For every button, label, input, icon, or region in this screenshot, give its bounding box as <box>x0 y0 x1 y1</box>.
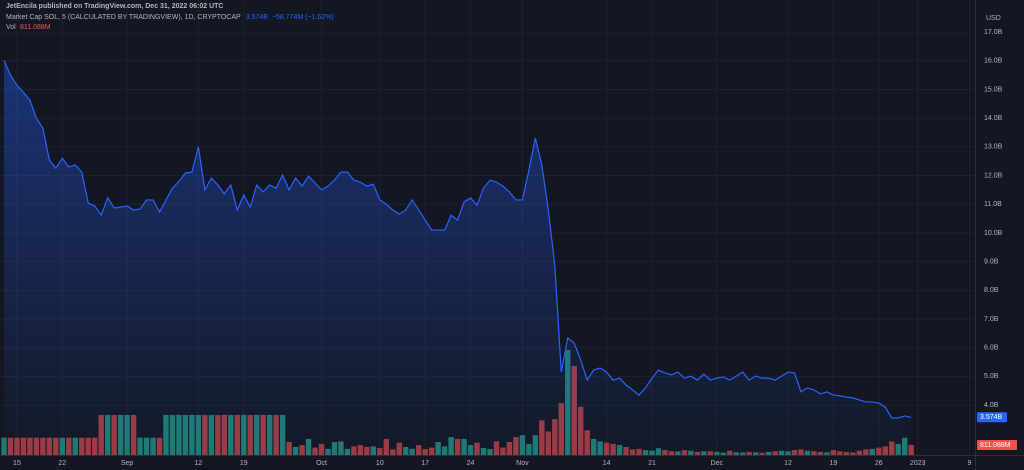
x-tick-label: Oct <box>316 460 327 467</box>
y-tick-label: 7.0B <box>984 316 999 323</box>
y-tick-label: 11.0B <box>984 201 1002 208</box>
y-tick-label: 16.0B <box>984 58 1003 65</box>
x-tick-label: 12 <box>194 460 202 467</box>
last-price-box <box>977 412 1007 423</box>
x-tick-label: 19 <box>240 460 248 467</box>
y-tick-label: 17.0B <box>984 29 1003 36</box>
y-tick-label: 14.0B <box>984 115 1003 122</box>
y-unit: USD <box>986 15 1001 22</box>
price-area <box>4 60 912 456</box>
x-tick-label: 17 <box>421 460 429 467</box>
last-price-label: 3.574B <box>980 414 1003 421</box>
y-tick-label: 10.0B <box>984 230 1003 237</box>
x-tick-label: 21 <box>648 460 656 467</box>
x-tick-label: 14 <box>603 460 611 467</box>
legend-title: Market Cap SOL, 5 (CALCULATED BY TRADING… <box>6 14 241 21</box>
price-line <box>3 59 912 419</box>
x-tick-label: 19 <box>830 460 838 467</box>
x-tick-label: 2023 <box>910 460 926 467</box>
legend-change: −58.774M (−1.62%) <box>272 14 334 21</box>
legend-value: 3.574B <box>246 14 269 21</box>
x-tick-label: 22 <box>58 460 66 467</box>
axes: 4.0B 5.0B 6.0B 7.0B 8.0B 9.0B 10.0B 11.0B 12.0B 1… <box>13 29 1017 467</box>
last-volume-label: 811.088M <box>980 442 1011 449</box>
y-tick-label: 13.0B <box>984 144 1003 151</box>
x-tick-label: 12 <box>784 460 792 467</box>
volume-legend-value: 811.088M <box>20 24 51 31</box>
x-tick-label: 15 <box>13 460 21 467</box>
price-line <box>3 59 912 456</box>
x-tick-label: 10 <box>376 460 384 467</box>
last-volume-box <box>977 439 1017 450</box>
volume-bar <box>908 444 914 455</box>
x-tick-label: 24 <box>467 460 475 467</box>
y-tick-label: 15.0B <box>984 86 1003 93</box>
volume-legend-title: Vol <box>6 24 16 31</box>
y-tick-label: 4.0B <box>984 402 999 409</box>
y-tick-label: 6.0B <box>984 345 999 352</box>
y-tick-label: 9.0B <box>984 258 999 265</box>
x-tick-label: 26 <box>875 460 883 467</box>
x-tick-label: Sep <box>121 460 134 467</box>
x-tick-label: Nov <box>516 460 529 467</box>
y-tick-label: 12.0B <box>984 172 1003 179</box>
published-note: JetEncila published on TradingView.com, … <box>6 3 223 10</box>
x-tick-label: 9 <box>968 460 972 467</box>
volume-bar <box>1 437 7 455</box>
y-tick-label: 8.0B <box>984 287 999 294</box>
x-tick-label: Dec <box>711 460 724 467</box>
y-tick-label: 5.0B <box>984 373 999 380</box>
